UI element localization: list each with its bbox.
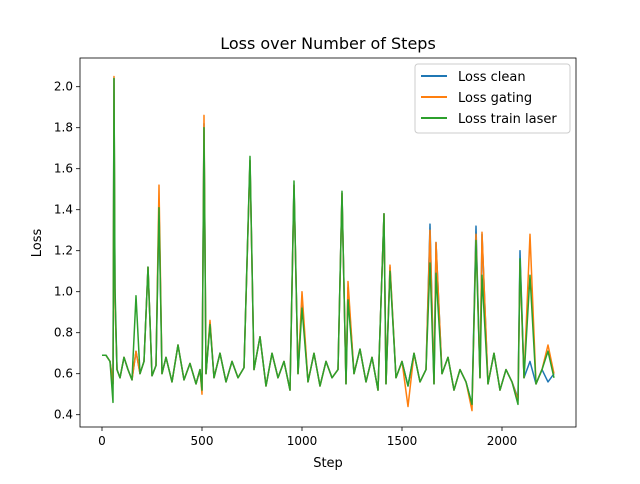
x-tick-label: 500 <box>191 434 214 448</box>
x-tick-label: 1000 <box>287 434 318 448</box>
y-tick-label: 1.2 <box>54 244 73 258</box>
axes-frame <box>79 57 577 428</box>
y-tick-label: 2.0 <box>54 80 73 94</box>
x-tick-label: 2000 <box>487 434 518 448</box>
x-tick-label: 1500 <box>387 434 418 448</box>
y-tick-label: 1.8 <box>54 121 73 135</box>
y-tick-label: 1.4 <box>54 203 73 217</box>
series-layer <box>102 75 555 412</box>
y-tick-label: 1.6 <box>54 162 73 176</box>
x-axis-ticks: 0 500 1000 1500 2000 <box>98 427 517 448</box>
x-axis-label: Step <box>313 456 343 471</box>
y-axis-ticks: 0.4 0.6 0.8 1.0 1.2 1.4 1.6 1.8 2.0 <box>54 80 80 422</box>
legend-label: Loss gating <box>458 91 532 106</box>
legend-label: Loss clean <box>458 70 526 85</box>
series-line-3 <box>102 77 555 406</box>
x-tick-label: 0 <box>98 434 106 448</box>
y-axis-label: Loss <box>30 229 45 258</box>
legend-label: Loss train laser <box>458 112 557 127</box>
legend-box <box>414 63 571 134</box>
chart-title: Loss over Number of Steps <box>220 34 436 53</box>
y-tick-label: 1.0 <box>54 285 73 299</box>
y-tick-label: 0.4 <box>54 408 73 422</box>
y-tick-label: 0.8 <box>54 326 73 340</box>
legend: Loss clean Loss gating Loss train laser <box>414 63 571 134</box>
y-tick-label: 0.6 <box>54 367 73 381</box>
